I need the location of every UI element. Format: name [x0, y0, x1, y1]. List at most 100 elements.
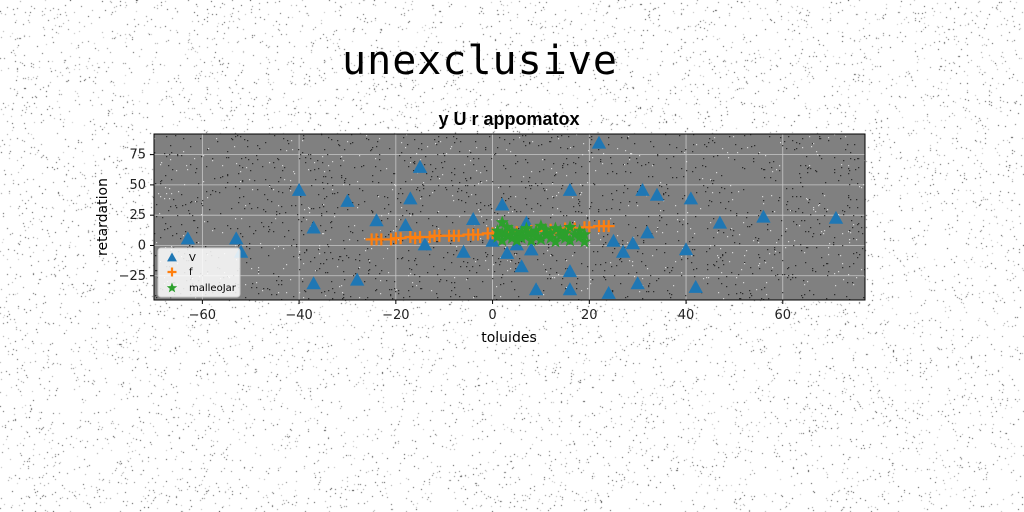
point-malleojar — [510, 233, 524, 247]
legend-label-malleojar: malleoJar — [189, 283, 237, 294]
point-malleojar — [505, 223, 519, 237]
point-malleojar — [577, 227, 592, 241]
point-v — [524, 242, 539, 256]
point-v — [640, 225, 655, 239]
x-tick-label: 0 — [488, 308, 496, 323]
point-v — [562, 282, 578, 296]
y-tick-label: 75 — [129, 148, 146, 163]
point-v — [688, 279, 703, 293]
plot-title: y U r appomatox — [438, 109, 579, 129]
point-malleojar — [500, 228, 514, 242]
point-v — [630, 276, 645, 290]
point-v — [291, 182, 307, 196]
y-tick-label: 25 — [129, 208, 146, 223]
plot-area — [154, 134, 865, 300]
x-tick-label: 40 — [678, 308, 695, 323]
point-malleojar — [495, 215, 509, 229]
x-tick-label: 60 — [775, 308, 792, 323]
point-v — [229, 231, 244, 245]
point-v — [601, 285, 616, 299]
point-malleojar — [548, 221, 563, 235]
legend-label-v: V — [189, 253, 196, 264]
point-f — [394, 232, 407, 245]
point-v — [180, 231, 196, 245]
point-v — [615, 244, 631, 258]
point-malleojar — [519, 228, 534, 242]
point-f — [602, 220, 615, 233]
point-malleojar — [500, 220, 514, 233]
point-malleojar — [539, 222, 553, 236]
legend-marker-f — [167, 267, 177, 277]
point-v — [828, 210, 844, 224]
point-v — [562, 264, 578, 278]
point-v — [340, 193, 355, 207]
point-malleojar — [539, 227, 553, 241]
point-malleojar — [529, 230, 543, 243]
point-malleojar — [573, 230, 587, 243]
point-malleojar — [553, 223, 567, 237]
point-v — [683, 191, 699, 205]
point-malleojar — [553, 228, 567, 242]
point-v — [412, 159, 428, 173]
point-f — [452, 229, 465, 242]
point-v — [509, 237, 524, 251]
point-v — [369, 213, 384, 227]
point-v — [456, 244, 471, 258]
point-v — [398, 218, 413, 232]
y-tick-label: 50 — [129, 178, 146, 193]
series-layer — [180, 135, 844, 299]
point-v — [466, 212, 481, 225]
point-malleojar — [548, 234, 563, 248]
point-malleojar — [544, 231, 558, 244]
point-v — [528, 282, 544, 296]
axis-ticks: −60 −40 −20 0 20 40 60 −25 0 25 50 75 — [119, 148, 791, 323]
point-v — [306, 220, 321, 234]
point-malleojar — [490, 230, 505, 243]
legend-label-f: f — [189, 267, 193, 278]
point-malleojar — [524, 233, 538, 247]
plot-noise — [154, 134, 866, 301]
point-v — [495, 197, 510, 211]
point-v — [417, 237, 433, 251]
point-malleojar — [577, 234, 592, 248]
y-tick-label: 0 — [138, 238, 146, 253]
point-malleojar — [534, 232, 548, 246]
point-v — [635, 182, 650, 196]
point-v — [349, 272, 365, 286]
x-tick-label: −20 — [382, 308, 409, 323]
point-v — [678, 242, 694, 256]
point-malleojar — [524, 226, 538, 239]
point-malleojar — [558, 231, 572, 244]
point-v — [485, 233, 500, 247]
point-v — [499, 245, 515, 259]
point-malleojar — [563, 233, 577, 247]
point-f — [472, 228, 485, 241]
point-v — [649, 187, 665, 201]
point-malleojar — [495, 226, 509, 239]
point-malleojar — [534, 219, 548, 232]
point-v — [625, 236, 641, 250]
y-tick-label: −25 — [119, 269, 146, 284]
legend-marker-v — [167, 252, 177, 262]
x-axis-label: toluides — [481, 330, 537, 346]
point-malleojar — [495, 233, 509, 247]
series-malleojar — [490, 215, 592, 248]
legend-box — [157, 247, 241, 298]
point-v — [306, 276, 321, 290]
point-malleojar — [519, 221, 534, 235]
point-malleojar — [558, 226, 572, 239]
point-malleojar — [563, 220, 577, 233]
point-v — [514, 259, 529, 273]
point-f — [583, 221, 596, 234]
x-tick-label: −60 — [189, 308, 216, 323]
x-tick-label: −40 — [285, 308, 312, 323]
point-malleojar — [505, 231, 519, 244]
point-v — [591, 135, 607, 149]
point-malleojar — [544, 226, 558, 239]
point-v — [712, 215, 728, 229]
point-v — [403, 191, 418, 205]
point-malleojar — [514, 231, 529, 244]
legend: V f malleoJar — [157, 247, 241, 298]
series-v — [180, 135, 844, 299]
